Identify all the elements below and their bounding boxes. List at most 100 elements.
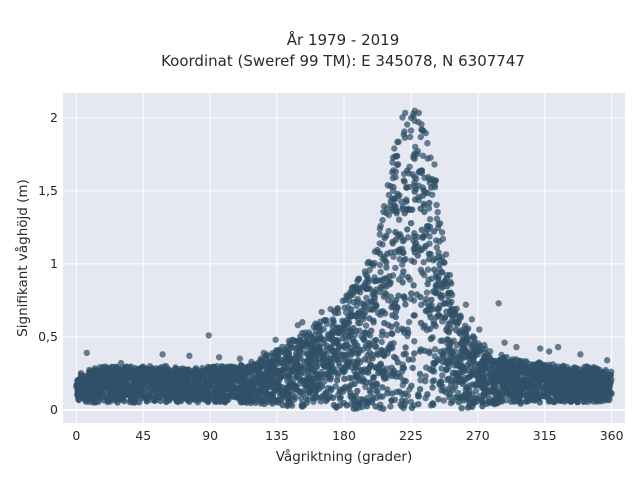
- data-point: [472, 346, 480, 354]
- data-point: [185, 396, 192, 403]
- data-point: [437, 378, 444, 385]
- data-point: [337, 394, 344, 401]
- data-point: [296, 348, 304, 355]
- outlier-point: [318, 308, 325, 316]
- data-point: [379, 384, 386, 391]
- data-point: [320, 336, 327, 343]
- data-point: [420, 233, 427, 240]
- data-point: [459, 380, 466, 388]
- data-point: [419, 152, 427, 159]
- data-point: [457, 349, 464, 356]
- x-tick-label: 225: [399, 428, 423, 443]
- data-point: [517, 400, 524, 407]
- data-point: [101, 372, 108, 380]
- data-point: [408, 290, 415, 297]
- data-point: [298, 402, 305, 410]
- data-point: [505, 362, 513, 369]
- data-point: [487, 399, 494, 406]
- data-point: [218, 385, 226, 392]
- data-point: [421, 208, 428, 216]
- data-point: [384, 390, 391, 397]
- data-point: [602, 378, 609, 386]
- data-point: [111, 375, 119, 383]
- data-point: [402, 398, 409, 405]
- data-point: [310, 367, 317, 374]
- data-point: [417, 133, 424, 141]
- data-point: [332, 347, 340, 355]
- data-point: [554, 363, 561, 370]
- data-point: [572, 392, 579, 399]
- data-point: [481, 361, 488, 368]
- data-point: [425, 205, 433, 212]
- data-point: [250, 397, 257, 404]
- data-point: [262, 389, 269, 396]
- outlier-point: [346, 292, 354, 300]
- data-point: [590, 398, 597, 405]
- data-point: [528, 382, 535, 390]
- data-point: [516, 388, 524, 395]
- data-point: [379, 308, 387, 315]
- data-point: [306, 354, 313, 361]
- data-point: [452, 353, 459, 360]
- data-point: [363, 379, 370, 386]
- data-point: [383, 232, 390, 240]
- data-point: [497, 395, 504, 403]
- outlier-point: [376, 240, 383, 247]
- data-point: [392, 264, 399, 272]
- data-point: [434, 209, 441, 216]
- data-point: [342, 321, 349, 328]
- data-point: [543, 392, 551, 399]
- data-point: [377, 360, 384, 367]
- data-point: [168, 369, 176, 376]
- data-point: [395, 138, 402, 145]
- data-point: [418, 246, 425, 254]
- data-point: [379, 393, 386, 400]
- data-point: [413, 291, 421, 298]
- data-point: [86, 366, 93, 374]
- data-point: [416, 386, 424, 393]
- data-point: [327, 385, 335, 392]
- data-point: [395, 216, 403, 223]
- data-point: [429, 367, 436, 375]
- data-point: [462, 347, 469, 354]
- data-point: [365, 276, 372, 283]
- data-point: [113, 363, 120, 370]
- data-point: [305, 329, 313, 336]
- data-point: [516, 393, 523, 400]
- data-point: [327, 355, 334, 362]
- data-point: [389, 330, 396, 338]
- data-point: [439, 235, 447, 243]
- data-point: [145, 376, 152, 383]
- data-point: [297, 355, 304, 362]
- data-point: [430, 177, 438, 184]
- data-point: [329, 394, 337, 401]
- data-point: [443, 283, 451, 290]
- data-point: [429, 384, 436, 391]
- data-point: [430, 321, 438, 328]
- data-point: [142, 368, 149, 376]
- data-point: [347, 389, 354, 396]
- data-point: [468, 363, 475, 370]
- data-point: [373, 364, 380, 371]
- data-point: [439, 283, 446, 290]
- data-point: [544, 386, 551, 394]
- data-point: [353, 302, 360, 310]
- data-point: [402, 109, 409, 117]
- data-point: [190, 395, 198, 402]
- data-point: [253, 375, 260, 383]
- data-point: [195, 391, 202, 398]
- data-point: [470, 333, 477, 340]
- data-point: [400, 177, 407, 184]
- data-point: [427, 335, 435, 343]
- data-point: [457, 314, 464, 321]
- data-point: [136, 391, 144, 399]
- data-point: [412, 196, 419, 203]
- data-point: [102, 378, 109, 385]
- data-point: [590, 392, 597, 400]
- data-point: [378, 338, 385, 346]
- data-point: [453, 377, 460, 384]
- data-point: [438, 294, 445, 302]
- data-point: [377, 268, 384, 276]
- data-point: [404, 121, 411, 128]
